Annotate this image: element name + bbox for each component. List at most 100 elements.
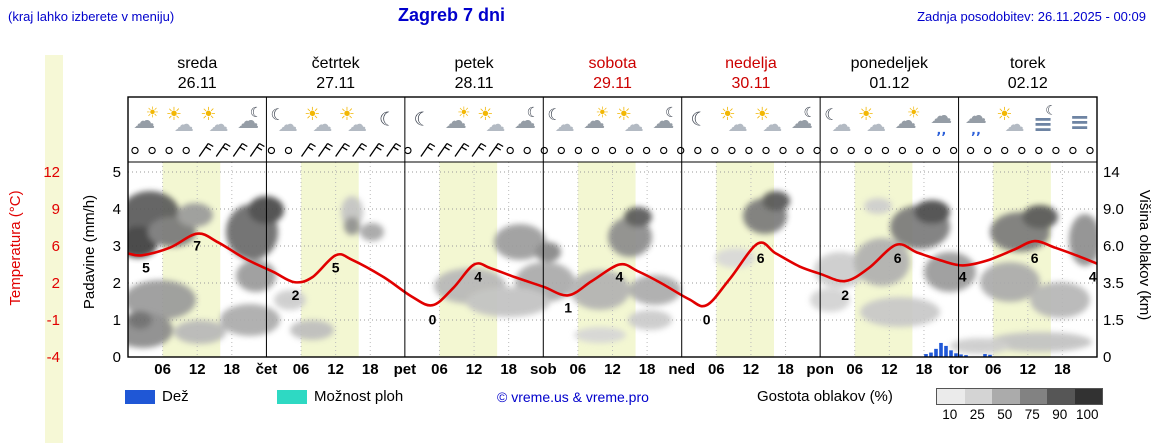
daylight-band (439, 162, 498, 357)
sun-cloud-glyph: ☁ (866, 112, 887, 136)
sun-cloud-glyph: ☀ (338, 104, 356, 125)
sun-cloud-icon: ☀ ☁ (855, 99, 890, 141)
cloud-cover-circle (949, 146, 958, 155)
cloud-rain-glyph: ☁ (964, 104, 987, 129)
density-swatch-75 (1019, 389, 1047, 404)
x-day-abbr-čet: čet (255, 361, 278, 378)
cloud-cover-circle (608, 146, 617, 155)
x-tick-06: 06 (154, 361, 171, 378)
sun-cloud-glyph: ☀ (754, 104, 771, 125)
cloud-axis-tick: 9.0 (1103, 201, 1124, 218)
sun-cloud-glyph: ☀ (304, 104, 321, 125)
cloud-blob (629, 275, 681, 305)
cloud-moon-icon: ☾ ☁ (509, 99, 544, 141)
cloud-cover-circle (1018, 146, 1026, 155)
precip-axis-tick: 3 (113, 238, 121, 255)
cloud-sun-glyph: ☁ (583, 109, 606, 134)
temperature-value-label: 0 (703, 312, 711, 328)
temperature-curve (128, 232, 1097, 308)
moon-glyph: ☾ (690, 108, 708, 131)
sun-cloud-glyph: ☁ (346, 112, 367, 136)
temp-axis-tick: -1 (47, 312, 60, 329)
cloud-cover-circle (864, 146, 872, 155)
day-header-ponedeljek: ponedeljek 01.12 (820, 54, 958, 94)
moon-cloud-glyph: ☾ (824, 105, 839, 124)
x-day-abbr-pet: pet (393, 361, 417, 378)
cloud-blob (274, 290, 306, 310)
moon-glyph: ☾ (413, 108, 431, 131)
chart-frame (127, 96, 1098, 358)
wind-barb-icon (232, 142, 248, 157)
cloud-axis-tick: 1.5 (1103, 312, 1124, 329)
cloud-blob (762, 191, 790, 211)
cloud-cover-circle (165, 146, 173, 155)
day-date: 30.11 (731, 75, 771, 92)
sun-cloud-glyph: ☀ (165, 104, 182, 125)
cloud-cover-circle (642, 146, 651, 155)
day-date: 01.12 (869, 75, 910, 92)
wind-barb-icon (215, 142, 231, 157)
temp-axis-label: Temperatura (°C) (7, 190, 24, 305)
cloud-sun-icon: ☀ ☁ (128, 99, 163, 141)
shower-legend-label: Možnost ploh (314, 388, 404, 405)
cloud-sun-glyph: ☁ (133, 109, 156, 134)
temperature-value-label: 4 (1089, 269, 1097, 285)
cloud-blob (128, 280, 196, 320)
cloud-cover-circle (1052, 146, 1060, 155)
cloud-cover-circle (267, 146, 276, 155)
cloud-sun-glyph: ☁ (444, 109, 467, 134)
cloud-rain-icon: ☁ ‚‚ (959, 99, 994, 141)
cloud-cover-circle (625, 146, 634, 155)
cloud-moon-glyph: ☁ (237, 109, 260, 134)
cloud-cover-circle (1086, 146, 1094, 155)
density-swatch-90 (1047, 389, 1075, 404)
temperature-value-label: 0 (429, 312, 437, 328)
cloud-blob (864, 198, 892, 214)
sun-cloud-icon: ☀ ☁ (474, 99, 509, 141)
cloud-blob (174, 320, 226, 344)
moon-cloud-icon: ☾ ☁ (266, 99, 301, 141)
cloud-cover-circle (540, 146, 548, 155)
moon-cloud-glyph: ☁ (554, 112, 575, 136)
x-tick-18: 18 (361, 361, 379, 378)
copyright-link[interactable]: © vreme.us & vreme.pro (497, 389, 649, 405)
day-name: petek (454, 55, 494, 72)
cloud-blob (290, 320, 334, 340)
temp-axis-tick: 9 (52, 201, 60, 218)
temperature-value-label: 4 (474, 269, 482, 285)
cloud-blob (535, 242, 561, 262)
sun-cloud-glyph: ☁ (623, 112, 644, 136)
sun-cloud-icon: ☀ ☁ (613, 99, 648, 141)
cloud-cover-circle (182, 146, 190, 155)
x-day-abbr-pon: pon (806, 361, 834, 378)
fog-icon: ≡ (1062, 99, 1097, 141)
cloud-axis-tick: 0 (1103, 349, 1111, 366)
moon-cloud-glyph: ☁ (277, 112, 298, 136)
x-tick-06: 06 (846, 361, 864, 378)
x-tick-06: 06 (292, 361, 310, 378)
cloud-sun-icon: ☀ ☁ (439, 99, 474, 141)
wind-barb-icon (437, 142, 453, 157)
precip-axis-label: Padavine (mm/h) (81, 195, 98, 309)
cloud-density-legend-label: Gostota oblakov (%) (757, 388, 893, 405)
x-tick-06: 06 (569, 361, 587, 378)
x-tick-18: 18 (1054, 361, 1071, 378)
cloud-cover-circle (1001, 146, 1009, 155)
cloud-cover-circle (813, 146, 821, 155)
fog-moon-glyph: ☾ (1045, 103, 1057, 119)
rain-bar (959, 354, 963, 357)
wind-barb-icon (386, 142, 402, 157)
cloud-axis-tick: 3.5 (1103, 275, 1124, 292)
day-date: 28.11 (454, 75, 494, 92)
cloud-axis-tick: 6.0 (1103, 238, 1124, 255)
moon-icon: ☾ (682, 99, 717, 141)
cloud-cover-circle (881, 146, 890, 155)
temp-axis-tick: -4 (47, 349, 60, 366)
density-swatch-25 (964, 389, 992, 404)
sun-cloud-glyph: ☁ (485, 112, 506, 136)
day-header-četrtek: četrtek 27.11 (266, 54, 404, 94)
cloud-rain-glyph: ‚‚ (970, 123, 981, 139)
cloud-cover-circle (830, 146, 838, 155)
temperature-value-label: 2 (292, 287, 300, 303)
cloud-axis-tick: 14 (1103, 164, 1120, 181)
